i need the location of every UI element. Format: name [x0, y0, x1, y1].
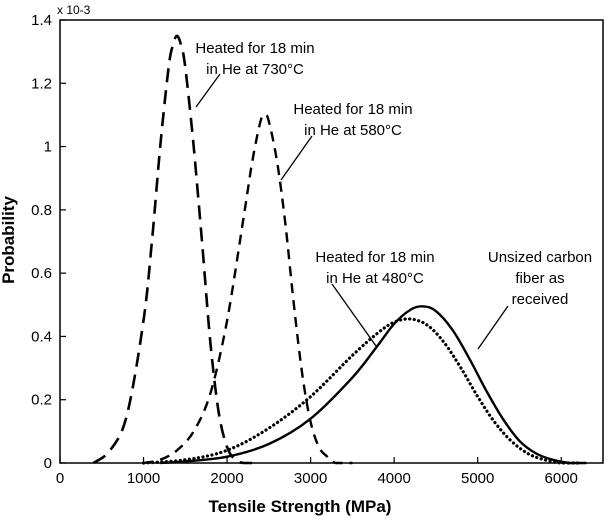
- annotation-580c-leader: [280, 135, 313, 181]
- annotation-layer: Heated for 18 min in He at 730°C Heated fo…: [195, 40, 592, 308]
- series-as-received-line: [160, 305, 587, 465]
- y-tick-label: 0.4: [31, 328, 52, 345]
- annotation-580c: Heated for 18 min in He at 580°C: [293, 101, 412, 139]
- y-tick-label: 1.4: [31, 12, 52, 29]
- x-tick-label: 1000: [127, 470, 160, 487]
- y-scale-note: x 10-3: [57, 3, 91, 17]
- x-tick-label: 2000: [210, 470, 243, 487]
- x-tick-label: 6000: [545, 470, 578, 487]
- x-axis-ticks: 0 1000 2000 3000 4000 5000 6000: [56, 457, 578, 487]
- series-480c-line: [141, 317, 580, 465]
- plot-frame: [59, 19, 604, 464]
- y-tick-label: 0.6: [31, 265, 52, 282]
- x-tick-label: 5000: [461, 470, 494, 487]
- plot-area: [59, 19, 604, 465]
- x-tick-label: 4000: [377, 470, 410, 487]
- annotation-leaders: [195, 73, 509, 350]
- y-tick-label: 0: [44, 455, 52, 472]
- y-tick-label: 0.2: [31, 392, 52, 409]
- annotation-as-received-leader: [477, 305, 509, 350]
- y-axis-ticks: 0 0.2 0.4 0.6 0.8 1 1.2 1.4: [31, 12, 66, 472]
- annotation-730c-leader: [195, 73, 221, 108]
- x-tick-label: 0: [56, 470, 64, 487]
- series-580c-line: [143, 113, 353, 465]
- x-axis-title: Tensile Strength (MPa): [209, 497, 392, 516]
- annotation-as-received: Unsized carbon fiber as received: [488, 249, 592, 308]
- series-730c-line: [92, 34, 253, 465]
- annotation-730c: Heated for 18 min in He at 730°C: [195, 40, 314, 78]
- annotation-480c-leader: [331, 283, 377, 347]
- y-axis-title: Probability: [0, 196, 18, 284]
- y-tick-label: 1.2: [31, 75, 52, 92]
- annotation-480c: Heated for 18 min in He at 480°C: [315, 249, 434, 287]
- series-layer: [92, 34, 587, 465]
- x-tick-label: 3000: [294, 470, 327, 487]
- y-tick-label: 1: [44, 139, 52, 156]
- y-tick-label: 0.8: [31, 202, 52, 219]
